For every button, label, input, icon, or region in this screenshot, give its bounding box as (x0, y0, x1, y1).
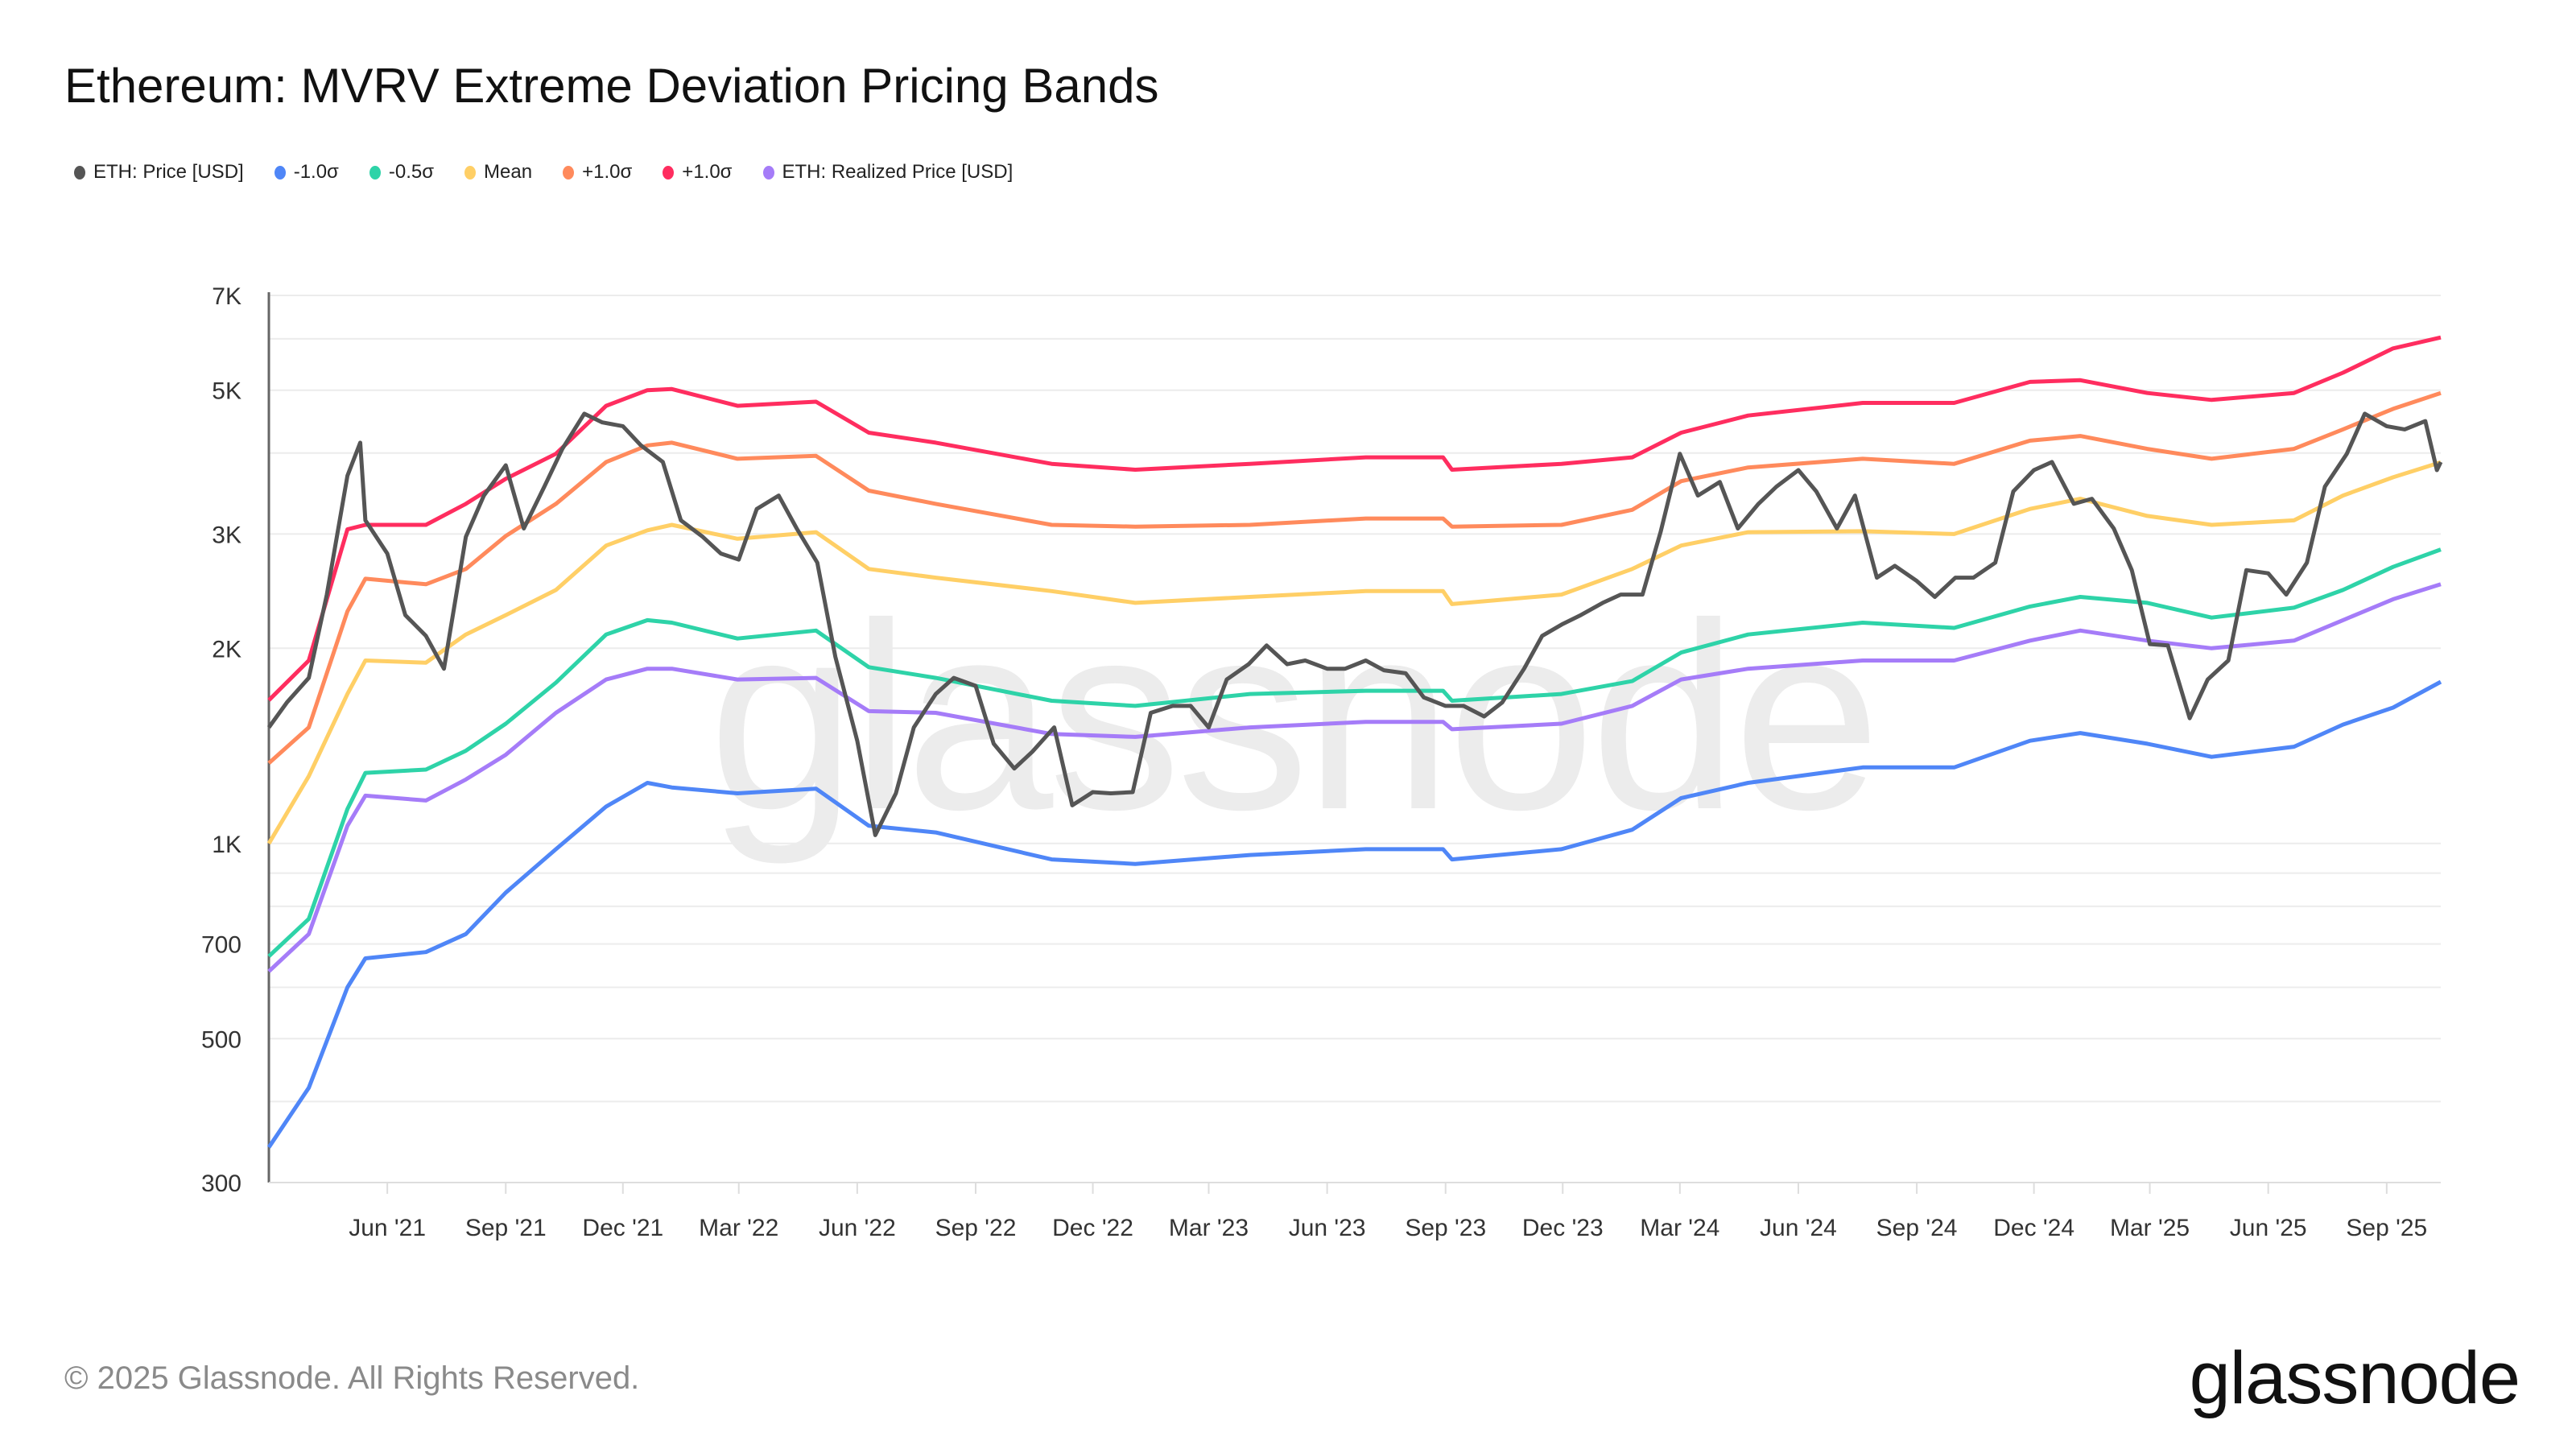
legend-item-eth-price[interactable]: ETH: Price [USD] (74, 161, 244, 184)
x-tick-label: Sep '24 (1876, 1215, 1958, 1241)
minus-1-sigma-line (266, 679, 2442, 1149)
x-tick-label: Mar '22 (699, 1215, 778, 1241)
y-axis-ticks: 300 500 700 1K 2K 3K 5K 7K (201, 283, 242, 1197)
y-tick-label: 7K (212, 283, 242, 310)
x-tick-label: Jun '21 (349, 1215, 426, 1241)
x-tick-label: Dec '21 (582, 1215, 663, 1241)
legend-dot-icon (762, 165, 774, 180)
x-axis-ticks: Jun '21 Sep '21 Dec '21 Mar '22 Jun '22 Sep '… (349, 1183, 2427, 1241)
y-tick-label: 5K (212, 378, 242, 405)
x-tick-label: Sep '25 (2346, 1215, 2427, 1241)
glassnode-logo: glassnode (2189, 1337, 2520, 1419)
eth-price-line (266, 411, 2443, 837)
y-tick-label: 300 (201, 1170, 242, 1197)
y-tick-label: 3K (212, 522, 242, 548)
x-tick-label: Jun '25 (2230, 1215, 2307, 1241)
x-tick-label: Sep '22 (935, 1215, 1017, 1241)
x-tick-label: Dec '24 (1993, 1215, 2074, 1241)
y-tick-label: 700 (201, 932, 242, 959)
legend-item-mean[interactable]: Mean (464, 161, 532, 184)
x-tick-label: Jun '23 (1289, 1215, 1366, 1241)
mean-line (266, 460, 2442, 845)
y-tick-label: 2K (212, 636, 242, 663)
legend-label: Mean (484, 161, 533, 183)
legend-dot-icon (74, 165, 85, 180)
legend-label: +1.0σ (582, 161, 633, 183)
realized-price-line (267, 582, 2442, 973)
legend-item-plus-1-sigma-red[interactable]: +1.0σ (663, 161, 733, 184)
x-tick-label: Mar '23 (1169, 1215, 1249, 1241)
legend-label: ETH: Price [USD] (93, 161, 244, 183)
y-tick-label: 500 (201, 1026, 242, 1053)
legend-item-minus-0-5-sigma[interactable]: -0.5σ (369, 161, 434, 184)
legend-label: ETH: Realized Price [USD] (782, 161, 1013, 183)
legend-dot-icon (274, 165, 286, 180)
legend-dot-icon (663, 165, 675, 180)
watermark-logo: glassnode (708, 568, 1880, 865)
chart-title: Ethereum: MVRV Extreme Deviation Pricing… (64, 59, 1159, 113)
x-tick-label: Sep '23 (1405, 1215, 1486, 1241)
x-tick-label: Dec '23 (1522, 1215, 1604, 1241)
x-tick-label: Mar '24 (1640, 1215, 1719, 1241)
copyright-footer: © 2025 Glassnode. All Rights Reserved. (64, 1360, 640, 1396)
plus-1-sigma-red-line (267, 335, 2442, 702)
x-tick-label: Sep '21 (465, 1215, 547, 1241)
gridlines (267, 292, 2441, 1183)
legend-label: -0.5σ (388, 161, 435, 183)
x-tick-label: Dec '22 (1052, 1215, 1133, 1241)
legend-dot-icon (464, 165, 477, 180)
legend-label: -1.0σ (293, 161, 339, 183)
legend-item-realized-price[interactable]: ETH: Realized Price [USD] (762, 161, 1013, 184)
x-tick-label: Jun '22 (819, 1215, 896, 1241)
series-lines (266, 335, 2443, 1149)
legend-label: +1.0σ (682, 161, 733, 183)
legend-item-plus-1-sigma-orange[interactable]: +1.0σ (563, 161, 632, 184)
legend-dot-icon (563, 165, 575, 180)
x-tick-label: Jun '24 (1760, 1215, 1837, 1241)
legend: ETH: Price [USD] -1.0σ -0.5σ Mean +1.0σ … (74, 161, 1013, 184)
plus-1-sigma-orange-line (267, 390, 2442, 765)
minus-0-5-sigma-line (267, 547, 2442, 958)
legend-item-minus-1-sigma[interactable]: -1.0σ (274, 161, 339, 184)
x-tick-label: Mar '25 (2110, 1215, 2190, 1241)
y-tick-label: 1K (212, 832, 242, 858)
legend-dot-icon (369, 165, 381, 180)
